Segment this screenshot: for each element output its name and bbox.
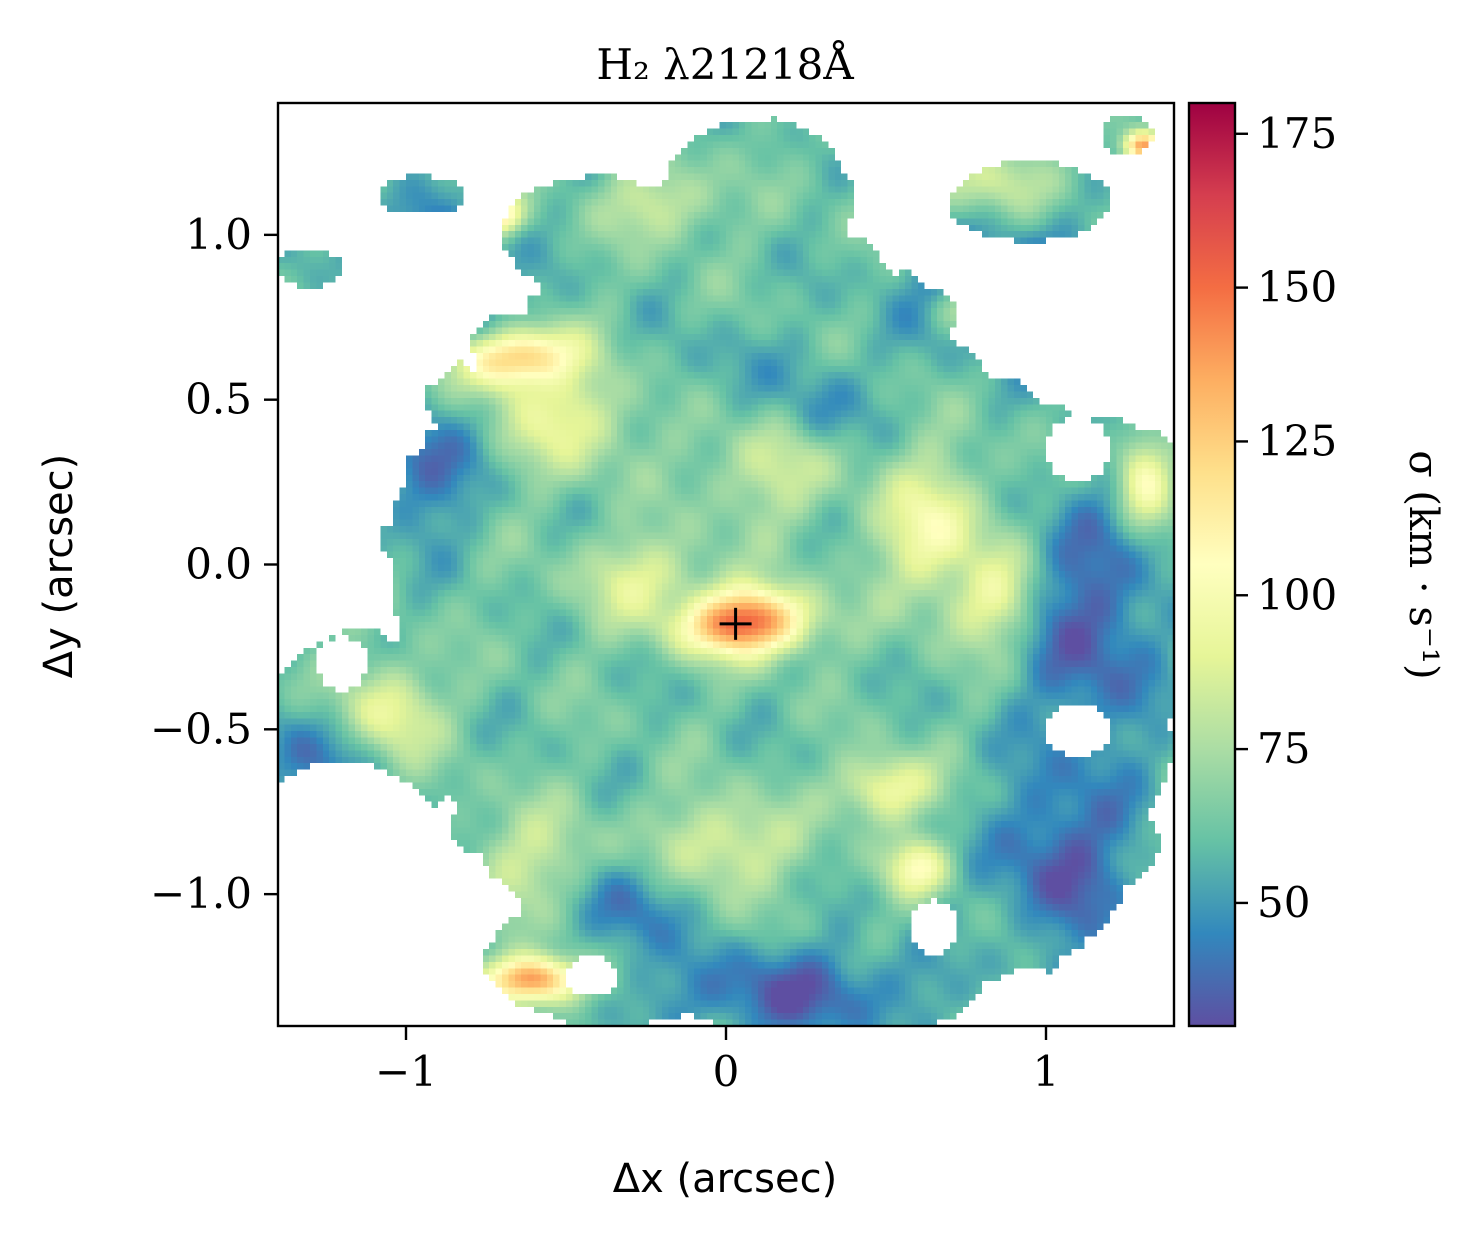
y-tick-label: −0.5	[150, 704, 252, 753]
colorbar-frame	[1187, 101, 1237, 1028]
colorbar-ticks: 50 75 100 125 150 175	[1235, 109, 1337, 927]
colorbar: 50 75 100 125 150 175	[1187, 101, 1337, 1028]
y-tick-label: 0.0	[185, 540, 252, 589]
y-axis-label: Δy (arcsec)	[36, 454, 82, 678]
y-tick-label: −1.0	[150, 869, 252, 918]
heatmap-image	[278, 103, 1174, 1026]
x-tick-label: −1	[375, 1047, 437, 1096]
y-tick-label: 0.5	[185, 375, 252, 424]
x-axis-label: Δx (arcsec)	[613, 1156, 837, 1202]
colorbar-gradient	[1189, 103, 1235, 1026]
colorbar-tick-label: 50	[1257, 878, 1310, 927]
colorbar-tick-label: 150	[1257, 263, 1337, 312]
y-axis: −1.0 −0.5 0.0 0.5 1.0	[150, 210, 278, 918]
colorbar-tick-label: 175	[1257, 109, 1337, 158]
chart-title: H₂ λ21218Å	[596, 39, 854, 89]
colorbar-label: σ (km · s⁻¹)	[1400, 450, 1446, 679]
center-marker	[719, 607, 752, 640]
colorbar-tick-label: 125	[1257, 416, 1337, 465]
colorbar-tick-label: 100	[1257, 570, 1337, 619]
heatmap-plot-area	[276, 101, 1176, 1028]
x-tick-label: 0	[713, 1047, 740, 1096]
x-axis: −1 0 1	[375, 1026, 1059, 1096]
x-tick-label: 1	[1033, 1047, 1060, 1096]
colorbar-tick-label: 75	[1257, 724, 1310, 773]
y-tick-label: 1.0	[185, 210, 252, 259]
